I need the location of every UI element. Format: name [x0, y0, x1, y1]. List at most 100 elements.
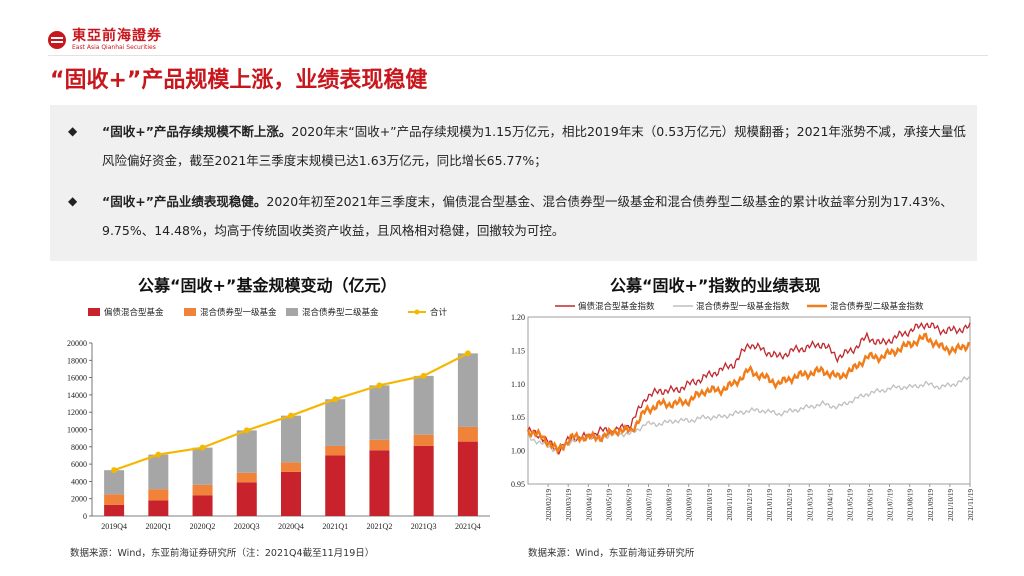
logo-mark-icon: [48, 31, 66, 49]
x-tick-label: 2021Q4: [455, 522, 481, 531]
bar-segment: [104, 504, 125, 516]
bar-segment: [148, 454, 169, 490]
series-line: [527, 321, 971, 456]
bar-segment: [281, 462, 301, 472]
y-tick-label: 1.15: [511, 346, 525, 355]
bar-segment: [457, 426, 478, 442]
total-point: [288, 412, 294, 419]
x-tick-label: 2020/11/19: [726, 489, 734, 521]
total-point: [464, 350, 471, 357]
bar-segment: [457, 441, 478, 516]
bullet-heading: “固收+”产品业绩表现稳健。: [102, 194, 267, 209]
x-tick-label: 2020Q4: [278, 522, 304, 531]
diamond-bullet-icon: ◆: [68, 124, 78, 138]
x-tick-label: 2020/07/19: [646, 489, 654, 521]
y-tick-label: 4000: [71, 477, 87, 486]
x-tick-label: 2020/04/19: [585, 489, 593, 521]
x-tick-label: 2021/05/19: [846, 489, 854, 521]
bar-segment: [192, 484, 213, 496]
bar-segment: [281, 471, 301, 516]
bar-segment: [236, 482, 257, 516]
bar-segment: [457, 353, 478, 427]
x-tick-label: 2021Q3: [411, 522, 437, 531]
fund-scale-chart: 偏债混合型基金 混合债券型一级基金 混合债券型二级基金 合计 0 2000 4000 6000…: [67, 307, 490, 531]
bar-segment: [325, 445, 346, 456]
x-tick-label: 2020Q1: [145, 522, 171, 531]
total-point: [155, 451, 162, 458]
series-line: [527, 375, 971, 453]
total-point: [420, 372, 427, 379]
x-tick-label: 2021/11/19: [967, 489, 975, 521]
diamond-bullet-icon: ◆: [68, 194, 78, 208]
bar-segment: [104, 470, 125, 495]
bar-segment: [413, 375, 434, 435]
y-tick-label: 14000: [67, 391, 87, 400]
x-tick-label: 2020/03/19: [565, 489, 573, 521]
bullet-scale: ◆ “固收+”产品存续规模不断上涨。2020年末“固收+”产品存续规模为1.15…: [68, 117, 968, 175]
y-tick-label: 20000: [67, 339, 87, 348]
y-tick-label: 10000: [67, 426, 87, 435]
x-tick-label: 2021/09/19: [927, 489, 935, 521]
legend-swatch: [88, 308, 100, 316]
right-chart-title: 公募“固收+”指数的业绩表现: [610, 276, 821, 295]
bullet-performance: ◆ “固收+”产品业绩表现稳健。2020年初至2021年三季度末，偏债混合型基金…: [68, 187, 968, 245]
x-tick-label: 2021Q1: [322, 522, 348, 531]
header-divider: [48, 55, 988, 56]
bar-segment: [369, 439, 390, 451]
total-point: [199, 444, 206, 451]
legend-label: 混合债券型二级基金: [302, 307, 379, 318]
y-tick-label: 12000: [67, 408, 87, 417]
source-note-left: 数据来源：Wind，东亚前海证券研究所（注：2021Q4截至11月19日）: [70, 548, 375, 559]
legend-label: 偏债混合型基金: [104, 307, 164, 318]
left-chart-title: 公募“固收+”基金规模变动（亿元）: [138, 276, 397, 295]
logo-name-cn: 東亞前海證券: [72, 28, 162, 44]
y-tick-label: 16000: [67, 374, 87, 383]
x-tick-label: 2021/04/19: [826, 489, 834, 521]
y-tick-label: 1.00: [511, 447, 525, 456]
x-tick-label: 2021/02/19: [786, 489, 794, 521]
bar-segment: [413, 445, 434, 516]
bar-segment: [192, 495, 213, 516]
legend-swatch: [414, 309, 420, 315]
y-tick-label: 1.10: [511, 380, 525, 389]
x-tick-label: 2021/08/19: [907, 489, 915, 521]
logo-name-en: East Asia Qianhai Securities: [72, 44, 156, 51]
x-tick-label: 2021/10/19: [947, 489, 955, 521]
y-tick-label: 2000: [71, 495, 87, 504]
x-tick-label: 2021/03/19: [806, 489, 814, 521]
bar-segment: [148, 489, 169, 501]
total-point: [243, 427, 250, 434]
company-logo: 東亞前海證券 East Asia Qianhai Securities: [48, 28, 162, 52]
legend-label: 偏债混合型基金指数: [578, 301, 655, 312]
y-tick-label: 1.05: [511, 413, 525, 422]
y-tick-label: 6000: [71, 460, 87, 469]
bar-segment: [369, 450, 390, 516]
y-tick-label: 1.20: [511, 313, 525, 322]
total-point: [111, 467, 118, 474]
x-tick-label: 2020/12/19: [746, 489, 754, 521]
bullet-body: 2020年初至2021年三季度末，偏债混合型基金、混合债券型一级基金和混合债券型…: [102, 194, 953, 238]
bar-segment: [236, 430, 257, 473]
bar-segment: [281, 415, 301, 463]
x-tick-label: 2019Q4: [101, 522, 127, 531]
bullet-heading: “固收+”产品存续规模不断上涨。: [102, 124, 292, 139]
x-tick-label: 2021Q2: [367, 522, 393, 531]
x-tick-label: 2020/09/19: [686, 489, 694, 521]
page-title: “固收+”产品规模上涨，业绩表现稳健: [50, 68, 428, 93]
bar-segment: [325, 399, 346, 446]
x-tick-label: 2020Q3: [234, 522, 260, 531]
x-tick-label: 2021/07/19: [887, 489, 895, 521]
bar-segment: [236, 472, 257, 483]
legend-swatch: [184, 308, 196, 316]
y-tick-label: 18000: [67, 356, 87, 365]
series-line: [526, 332, 971, 456]
x-tick-label: 2021/06/19: [867, 489, 875, 521]
bar-segment: [325, 455, 346, 516]
x-tick-label: 2020Q2: [190, 522, 216, 531]
legend-swatch: [286, 308, 298, 316]
x-tick-label: 2020/05/19: [605, 489, 613, 521]
index-performance-chart: 0.95 1.00 1.05 1.10 1.15 1.20 2020/02/19 2020/0…: [511, 301, 975, 521]
summary-box: ◆ “固收+”产品存续规模不断上涨。2020年末“固收+”产品存续规模为1.15…: [50, 105, 977, 261]
bullet-body: 2020年末“固收+”产品存续规模为1.15万亿元，相比2019年末（0.53万…: [102, 124, 966, 168]
legend-label: 混合债券型一级基金: [200, 307, 277, 318]
